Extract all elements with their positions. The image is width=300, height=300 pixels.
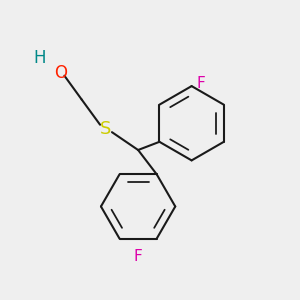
Text: S: S [100,120,111,138]
Text: O: O [54,64,67,82]
Text: F: F [134,249,142,264]
Text: H: H [34,49,46,67]
Text: F: F [197,76,206,91]
